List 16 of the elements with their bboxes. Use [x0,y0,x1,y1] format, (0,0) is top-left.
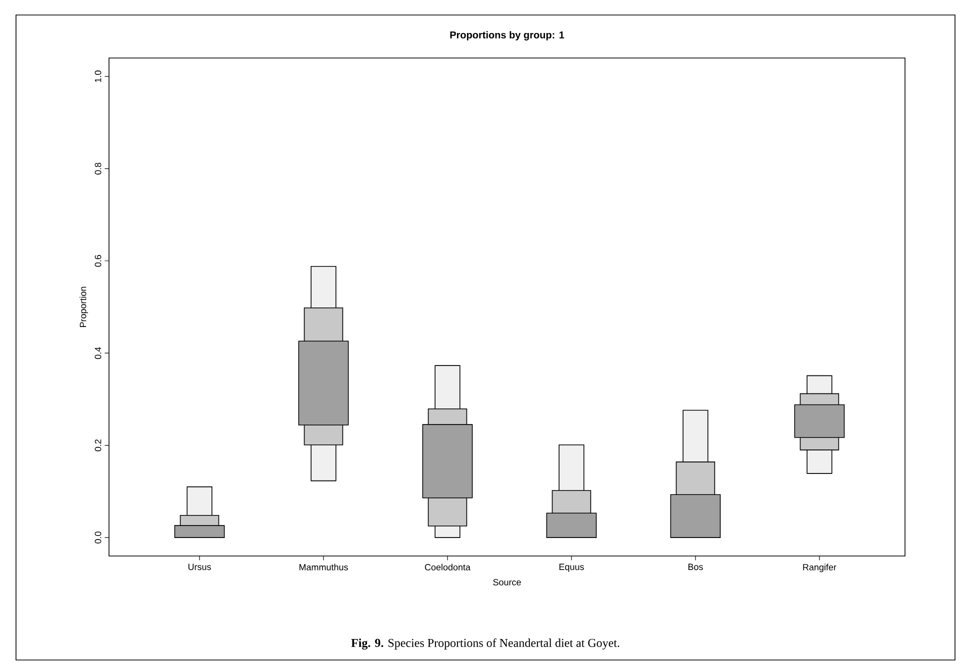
x-tick-label: Bos [688,564,703,570]
x-tick-label: Mammuthus [299,564,348,570]
y-tick-label: 1.0 [94,70,102,82]
x-axis-title: Source [493,579,521,586]
y-tick-label: 0.0 [94,532,102,544]
y-tick-label: 0.2 [94,440,102,452]
x-tick-label: Ursus [188,564,211,570]
y-tick-label: 0.4 [94,347,102,360]
y-tick-label: 0.6 [94,255,102,267]
x-tick-label: Equus [559,564,584,572]
text: Fig. 9. Species Proportions of Neandertal diet at Goyet. [351,638,620,650]
y-tick-label: 0.8 [94,162,102,175]
x-tick-label: Rangifer [803,564,836,572]
y-axis-title: Proportion [80,286,88,328]
chart-title: Proportions by group: 1 [450,31,564,40]
x-tick-label: Coelodonta [424,564,470,570]
